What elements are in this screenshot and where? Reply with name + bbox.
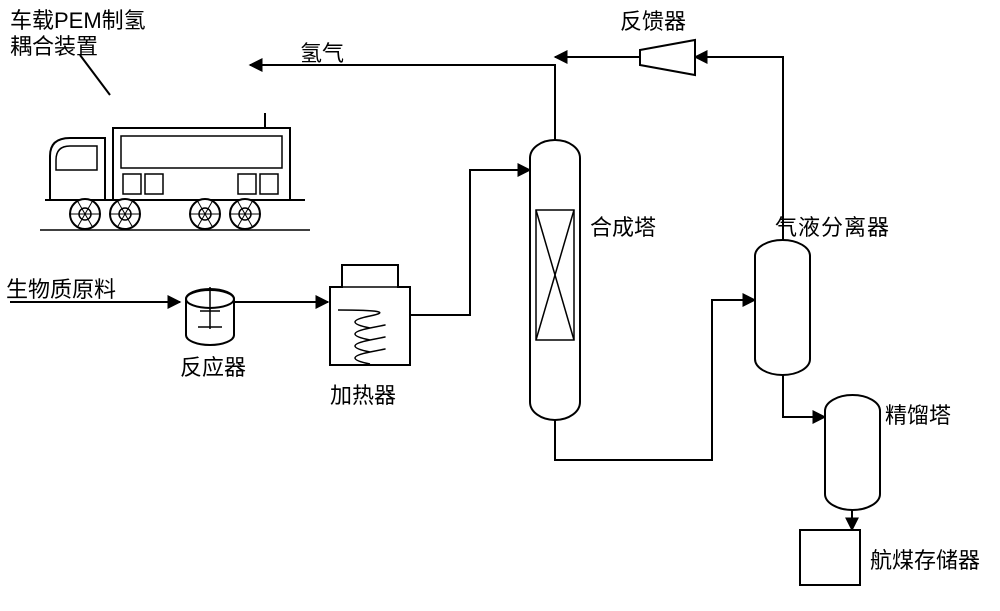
flow-heater-to-synth bbox=[410, 170, 530, 315]
storage-label: 航煤存储器 bbox=[870, 543, 980, 575]
reactor-icon bbox=[186, 287, 234, 345]
flow-synth-bottom-to-sep bbox=[555, 300, 755, 460]
truck-icon bbox=[40, 113, 310, 230]
hydrogen-label: 氢气 bbox=[300, 36, 344, 68]
distillation-icon bbox=[825, 395, 880, 510]
flow-hydrogen-line bbox=[250, 65, 555, 140]
separator-label: 气液分离器 bbox=[775, 210, 890, 242]
separator-icon bbox=[755, 240, 810, 375]
distillation-label: 精馏塔 bbox=[885, 398, 951, 430]
truck-title: 车载PEM制氢 耦合装置 bbox=[10, 8, 146, 61]
biomass-label: 生物质原料 bbox=[6, 272, 116, 304]
synth-tower-label: 合成塔 bbox=[590, 210, 656, 242]
heater-icon bbox=[330, 265, 410, 365]
process-diagram bbox=[0, 0, 1000, 611]
reactor-label: 反应器 bbox=[180, 350, 246, 382]
feedback-icon bbox=[640, 40, 695, 75]
feedback-label: 反馈器 bbox=[620, 4, 686, 36]
synth-tower-icon bbox=[530, 125, 580, 435]
heater-label: 加热器 bbox=[330, 378, 396, 410]
storage-icon bbox=[800, 530, 860, 585]
flow-truck-leader bbox=[80, 55, 110, 95]
flow-sep-bottom-to-dist bbox=[783, 375, 825, 417]
